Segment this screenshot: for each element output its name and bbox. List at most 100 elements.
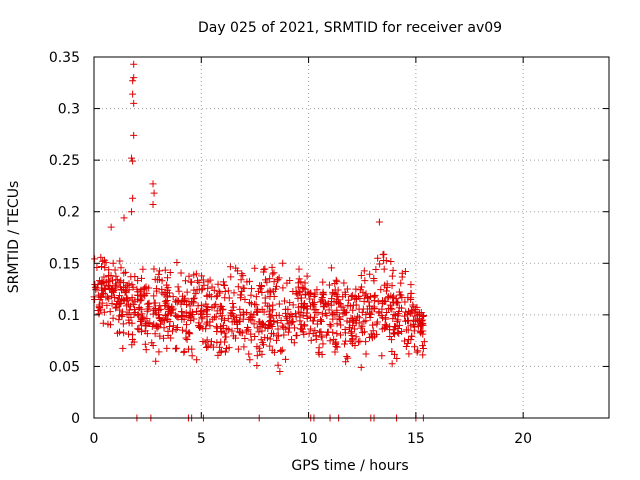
- x-tick-label: 10: [300, 431, 318, 447]
- x-tick-label: 5: [197, 431, 206, 447]
- data-point: [221, 282, 228, 289]
- data-point: [208, 338, 215, 345]
- data-point: [330, 311, 337, 318]
- data-point: [194, 277, 201, 284]
- data-point: [389, 282, 396, 289]
- data-point: [121, 214, 128, 221]
- data-point: [333, 277, 340, 284]
- data-point: [251, 265, 258, 272]
- data-point: [182, 277, 189, 284]
- x-tick-label: 20: [514, 431, 532, 447]
- data-point: [365, 298, 372, 305]
- data-point: [282, 356, 289, 363]
- data-point: [279, 347, 286, 354]
- data-point: [180, 349, 187, 356]
- data-point: [173, 259, 180, 266]
- data-point: [129, 195, 136, 202]
- data-point: [366, 271, 373, 278]
- x-tick-labels: 0 5 10 15 20: [90, 431, 533, 447]
- data-point: [327, 323, 334, 330]
- x-axis-label: GPS time / hours: [291, 458, 408, 474]
- data-point: [356, 338, 363, 345]
- data-point: [277, 347, 284, 354]
- data-point: [110, 315, 117, 322]
- data-point: [96, 310, 103, 317]
- y-tick-label: 0.25: [49, 153, 80, 169]
- data-point: [91, 255, 98, 262]
- axis-ticks: [94, 57, 609, 418]
- data-point: [421, 338, 428, 345]
- y-tick-label: 0.3: [58, 102, 80, 118]
- data-point: [251, 301, 258, 308]
- data-point: [317, 316, 324, 323]
- data-point: [199, 285, 206, 292]
- data-point: [99, 258, 106, 265]
- data-point: [418, 328, 425, 335]
- data-point: [329, 329, 336, 336]
- data-point: [130, 132, 137, 139]
- chart-title: Day 025 of 2021, SRMTID for receiver av0…: [198, 20, 502, 36]
- data-point: [253, 362, 260, 369]
- data-points: [91, 61, 428, 422]
- data-point: [178, 270, 185, 277]
- data-point: [222, 288, 229, 295]
- data-point: [320, 289, 327, 296]
- data-point: [377, 286, 384, 293]
- data-point: [293, 332, 300, 339]
- data-point: [319, 340, 326, 347]
- y-tick-label: 0: [71, 411, 80, 427]
- data-point: [130, 100, 137, 107]
- data-point: [245, 350, 252, 357]
- data-point: [397, 280, 404, 287]
- data-point: [172, 345, 179, 352]
- data-point: [372, 266, 379, 273]
- y-tick-label: 0.1: [58, 308, 80, 324]
- data-point: [139, 266, 146, 273]
- data-point: [363, 350, 370, 357]
- data-point: [161, 324, 168, 331]
- data-point: [333, 330, 340, 337]
- y-tick-label: 0.35: [49, 50, 80, 66]
- data-point: [380, 251, 387, 258]
- plot-frame: [94, 57, 609, 418]
- data-point: [311, 299, 318, 306]
- data-point: [300, 285, 307, 292]
- data-point: [152, 358, 159, 365]
- data-point: [246, 356, 253, 363]
- data-point: [372, 292, 379, 299]
- data-point: [143, 346, 150, 353]
- y-tick-label: 0.15: [49, 256, 80, 272]
- data-point: [399, 274, 406, 281]
- data-point: [227, 273, 234, 280]
- data-point: [235, 283, 242, 290]
- data-point: [326, 282, 333, 289]
- data-point: [107, 308, 114, 315]
- data-point: [337, 322, 344, 329]
- data-point: [362, 317, 369, 324]
- data-point: [328, 264, 335, 271]
- data-point: [394, 299, 401, 306]
- data-point: [296, 275, 303, 282]
- data-point: [247, 292, 254, 299]
- data-point: [146, 300, 153, 307]
- data-point: [360, 318, 367, 325]
- data-point: [220, 281, 227, 288]
- data-point: [358, 364, 365, 371]
- data-point: [289, 288, 296, 295]
- data-point: [129, 91, 136, 98]
- data-point: [340, 280, 347, 287]
- data-point: [112, 273, 119, 280]
- data-point: [184, 289, 191, 296]
- data-point: [175, 288, 182, 295]
- data-point: [376, 219, 383, 226]
- data-point: [125, 280, 132, 287]
- data-point: [358, 272, 365, 279]
- data-point: [213, 328, 220, 335]
- data-point: [150, 266, 157, 273]
- data-point: [269, 271, 276, 278]
- data-point: [110, 260, 117, 267]
- data-point: [270, 269, 277, 276]
- data-point: [130, 74, 137, 81]
- x-tick-label: 15: [407, 431, 425, 447]
- data-point: [276, 300, 283, 307]
